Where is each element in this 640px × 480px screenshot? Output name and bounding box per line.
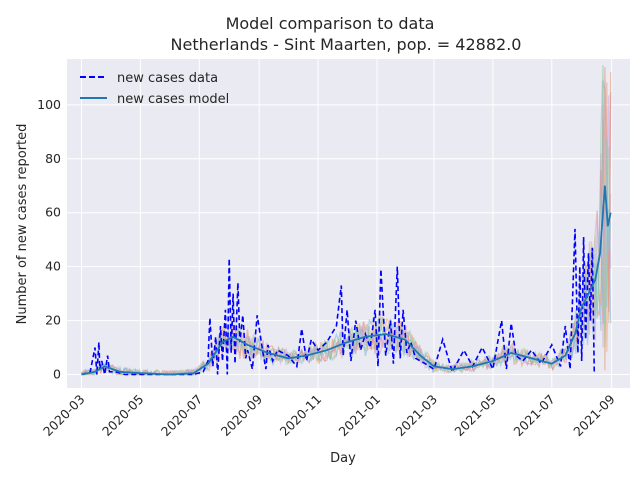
y-axis-label: Number of new cases reported <box>15 124 30 325</box>
y-tick-labels: 0 20 40 60 80 100 <box>37 97 61 382</box>
chart-title: Model comparison to data <box>226 14 435 33</box>
series-line-new-cases-data <box>81 228 596 376</box>
x-tick-label: 2021-09 <box>570 391 618 439</box>
x-tick-label: 2021-07 <box>510 392 558 440</box>
x-gridlines <box>80 59 613 388</box>
x-tick-label: 2020-05 <box>99 392 147 440</box>
x-axis-label: Day <box>330 451 356 466</box>
y-tick-label: 40 <box>45 259 61 274</box>
series-line-new-cases-model <box>81 185 612 376</box>
y-tick-label: 100 <box>37 97 61 112</box>
x-tick-label: 2020-07 <box>158 392 206 440</box>
y-tick-label: 0 <box>53 367 61 382</box>
y-tick-label: 60 <box>45 205 61 220</box>
y-tick-label: 80 <box>45 151 61 166</box>
x-tick-label: 2021-01 <box>336 392 384 440</box>
legend-label-model: new cases model <box>117 92 229 107</box>
legend-label-data: new cases data <box>117 71 218 86</box>
series-group <box>81 185 612 376</box>
x-tick-label: 2020-09 <box>218 391 266 439</box>
legend: new cases data new cases model <box>80 71 229 107</box>
y-tick-label: 20 <box>45 313 61 328</box>
chart-subtitle: Netherlands - Sint Maarten, pop. = 42882… <box>171 35 522 54</box>
x-tick-label: 2020-03 <box>40 392 88 440</box>
x-tick-label: 2021-05 <box>451 392 499 440</box>
x-tick-labels: 2020-03 2020-05 2020-07 2020-09 2020-11 2021-… <box>40 391 618 439</box>
x-tick-label: 2021-03 <box>393 392 441 440</box>
x-tick-label: 2020-11 <box>277 392 325 440</box>
